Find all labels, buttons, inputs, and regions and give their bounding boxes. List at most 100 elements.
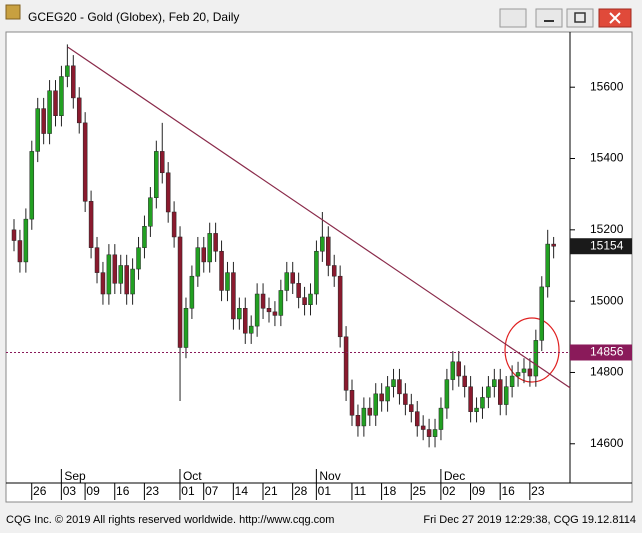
candle-body [349, 390, 355, 416]
reference-label-box [570, 344, 632, 361]
month-label: Sep [64, 469, 86, 483]
candle-body [266, 308, 272, 313]
candle-body [545, 243, 550, 288]
candle-body [498, 379, 503, 405]
maximize-button[interactable] [566, 8, 594, 28]
month-label: Oct [183, 469, 202, 483]
candle-body [237, 308, 242, 320]
candle-body [207, 233, 212, 263]
window-buttons[interactable] [499, 8, 632, 28]
candle-body [539, 286, 545, 341]
y-tick-label: 14800 [590, 365, 624, 379]
x-tick-label: 02 [442, 484, 456, 498]
candle-body [432, 429, 438, 437]
x-tick-label: 16 [116, 484, 130, 498]
candle-body [385, 386, 390, 402]
candle-body [213, 233, 218, 252]
month-label: Dec [444, 469, 465, 483]
candle-body [420, 425, 426, 430]
highlight-circle [504, 317, 560, 383]
candle-body [426, 429, 432, 437]
x-tick-label: 07 [205, 484, 219, 498]
candle-body [29, 151, 35, 220]
x-tick-label: 25 [413, 484, 427, 498]
candle-body [551, 243, 556, 247]
candle-body [100, 272, 106, 295]
candle-body [468, 386, 473, 412]
candle-body [521, 368, 527, 373]
candle-body [254, 293, 260, 327]
candle-body [450, 361, 456, 380]
candle-body [94, 247, 100, 273]
y-tick-label: 15600 [590, 79, 624, 93]
candle-body [112, 254, 118, 284]
candle-body [515, 372, 521, 377]
candle-body [106, 254, 112, 295]
candle-body [219, 250, 224, 291]
footer-left: CQG Inc. © 2019 All rights reserved worl… [6, 514, 334, 526]
candle-body [88, 201, 94, 248]
candle-body [343, 336, 349, 391]
candle-body [231, 272, 236, 320]
candle-body [82, 122, 88, 202]
x-tick-label: 18 [383, 484, 397, 498]
month-label: Nov [319, 469, 340, 483]
candle-body [320, 236, 325, 252]
x-tick-label: 09 [86, 484, 100, 498]
x-tick-label: 28 [294, 484, 308, 498]
candle-body [59, 76, 64, 116]
candle-body [480, 397, 485, 409]
candle-body [367, 407, 373, 416]
maximize-icon [574, 12, 586, 23]
candle-body [11, 229, 17, 241]
candle-body [148, 197, 153, 227]
candle-body [35, 108, 40, 152]
candle-body [142, 226, 147, 248]
candle-body [509, 375, 515, 387]
y-tick-label: 15400 [590, 151, 624, 165]
x-tick-label: 01 [318, 484, 332, 498]
candle-body [201, 247, 207, 263]
candle-body [302, 297, 307, 305]
candle-body [248, 325, 254, 334]
candle-body [379, 393, 384, 402]
candle-body [355, 415, 361, 427]
x-tick-label: 21 [264, 484, 278, 498]
candle-body [118, 265, 123, 284]
candle-body [53, 90, 58, 116]
last-price-box [570, 238, 632, 255]
candle-body [444, 379, 450, 409]
candle-body [492, 379, 497, 387]
candle-body [171, 211, 177, 238]
candle-body [165, 172, 171, 213]
candle-body [160, 151, 165, 174]
candle-body [71, 65, 76, 99]
x-tick-label: 14 [235, 484, 249, 498]
trend-line [67, 46, 571, 389]
x-tick-label: 01 [181, 484, 195, 498]
candle-body [243, 308, 248, 334]
candle-body [284, 272, 290, 291]
candle-body [195, 247, 201, 277]
window-title: GCEG20 - Gold (Globex), Feb 20, Daily [28, 10, 239, 24]
x-tick-label: 26 [33, 484, 47, 498]
y-tick-label: 15200 [590, 222, 624, 236]
minimize-button[interactable] [535, 8, 563, 28]
candle-body [486, 386, 491, 398]
candle-body [278, 290, 284, 316]
link-button[interactable] [499, 8, 527, 28]
close-icon [609, 12, 621, 24]
candle-body [326, 236, 331, 266]
candle-body [296, 283, 301, 298]
x-tick-label: 16 [502, 484, 516, 498]
x-tick-label: 11 [354, 484, 367, 498]
candle-body [474, 407, 479, 412]
candle-body [290, 272, 295, 284]
candle-body [314, 250, 319, 295]
x-tick-label: 09 [472, 484, 486, 498]
candle-body [409, 404, 414, 412]
candle-body [154, 151, 159, 198]
chart-panel [5, 31, 633, 503]
candle-body [456, 361, 461, 377]
